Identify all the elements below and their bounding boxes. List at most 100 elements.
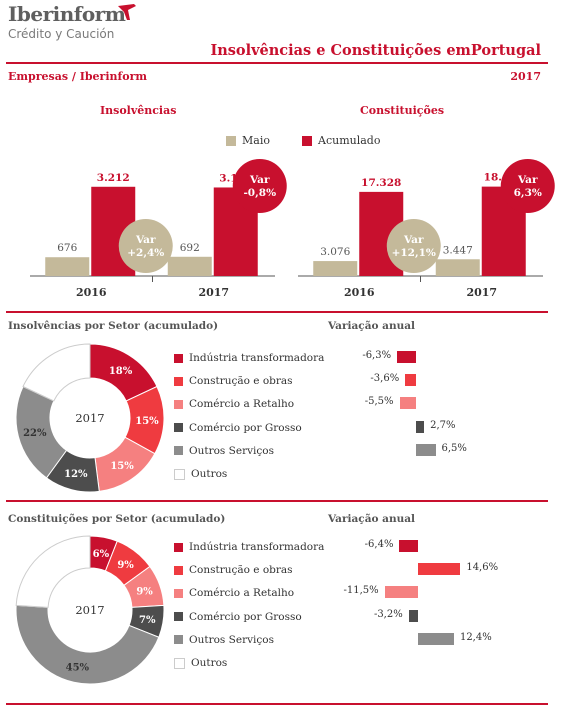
legend-construcao-e-obras: Construção e obras (174, 375, 293, 387)
bar-value-label: 3.212 (97, 172, 130, 184)
variation-bubble-text: Var (517, 174, 538, 186)
legend-label: Outros (191, 468, 228, 480)
bar-value-label: 3.447 (443, 244, 473, 256)
variation-bubble-text: Var (403, 234, 424, 246)
legend-swatch (174, 635, 183, 645)
variation-bubble (386, 219, 441, 273)
legend-comercio-a-retalho: Comércio a Retalho (174, 398, 294, 410)
donut-slice-label: 22% (23, 428, 47, 439)
donut-slice-label: 45% (66, 663, 90, 674)
legend-swatch (174, 542, 183, 552)
report-year: 2017 (510, 70, 541, 83)
variation-bubble-text: +12,1% (392, 247, 436, 259)
bar-maio-2016 (313, 261, 358, 276)
constituicoes-donut: 6% 9% 9% 7% 45% 2017 (15, 535, 165, 685)
donut-slice-label: 12% (64, 469, 88, 480)
variation-bubble (500, 159, 555, 213)
donut-center-label: 2017 (75, 411, 104, 425)
legend-industria-transformadora: Indústria transformadora (174, 352, 324, 364)
logo-plane-icon (118, 4, 136, 20)
bar-value-label: 692 (180, 242, 200, 254)
legend-label: Indústria transformadora (189, 541, 325, 553)
x-tick-label: 2017 (198, 286, 229, 299)
variation-bar-comercio-a-retalho (399, 397, 416, 410)
legend-outros: Outros (174, 468, 227, 480)
legend-label: Construção e obras (189, 375, 293, 388)
donut-slice-label: 15% (110, 461, 134, 472)
variation-bar-industria-transformadora (399, 540, 418, 552)
legend-label: Construção e obras (189, 564, 293, 577)
donut-slice-label: 6% (93, 549, 110, 560)
bar-value-label: 3.076 (320, 246, 350, 258)
donut-slice-outros (22, 343, 91, 402)
variation-bar-construcao-e-obras (405, 374, 416, 387)
legend-acumulado-swatch (302, 135, 312, 146)
insolvencias-chart-title: Insolvências (100, 104, 177, 117)
legend-comercio-a-retalho: Comércio a Retalho (174, 587, 294, 599)
legend-swatch (174, 657, 185, 669)
legend-comercio-por-grosso: Comércio por Grosso (174, 422, 302, 434)
variation-value-label: 2,7% (430, 419, 456, 431)
legend-label: Outros Serviços (189, 444, 274, 457)
source-label: Empresas / Iberinform (8, 70, 148, 83)
legend-label: Comércio a Retalho (189, 587, 295, 600)
legend-comercio-por-grosso: Comércio por Grosso (174, 611, 302, 623)
variation-bar-comercio-por-grosso (408, 609, 418, 622)
bar-value-label: 17.328 (361, 177, 401, 189)
variation-value-label: 14,6% (466, 562, 499, 574)
variation-bubble-text: Var (135, 234, 156, 246)
legend-label: Comércio por Grosso (189, 421, 302, 434)
variation-value-label: -5,5% (364, 396, 394, 408)
legend-outros-servicos: Outros Serviços (174, 634, 274, 646)
legend-industria-transformadora: Indústria transformadora (174, 541, 324, 553)
insolvencias-setor-title: Insolvências por Setor (acumulado) (8, 320, 219, 332)
variation-bubble-text: +2,4% (127, 247, 164, 259)
donut-slice-label: 18% (109, 366, 133, 377)
variation-bar-construcao-e-obras (418, 563, 461, 576)
bar-maio-2017 (435, 259, 480, 276)
variation-bar-outros-servicos (416, 443, 436, 456)
x-tick-label: 2016 (76, 286, 107, 299)
legend-outros-servicos: Outros Serviços (174, 445, 274, 457)
variation-value-label: -11,5% (343, 585, 379, 597)
legend-label: Outros (191, 657, 228, 669)
constituicoes-variacao-title: Variação anual (328, 513, 416, 525)
legend-swatch (174, 612, 183, 622)
legend-label: Indústria transformadora (189, 352, 325, 364)
legend-swatch (174, 565, 183, 575)
variation-bubble (232, 159, 287, 213)
legend-label: Comércio por Grosso (189, 610, 302, 623)
legend-swatch (174, 588, 183, 598)
legend-maio-label: Maio (242, 134, 270, 147)
logo-name: Iberinform (8, 2, 126, 26)
donut-slice-label: 15% (135, 416, 159, 427)
legend-swatch (174, 446, 183, 456)
legend-swatch (174, 468, 185, 480)
logo-subtitle: Crédito y Caución (8, 27, 115, 41)
donut-slice-label: 7% (139, 615, 156, 626)
legend-swatch (174, 399, 183, 409)
variation-bubble-text: -0,8% (243, 187, 276, 199)
variation-value-label: -6,4% (364, 539, 394, 550)
variation-value-label: -3,6% (370, 373, 400, 385)
section-rule-1 (6, 311, 548, 313)
legend-maio-swatch (226, 135, 236, 146)
bar-charts-area: 6763.21220166923.1872017Var+2,4%Var-0,8%… (30, 159, 555, 299)
variation-bar-comercio-por-grosso (416, 420, 425, 433)
donut-slice-label: 9% (117, 560, 134, 571)
constituicoes-bar-chart: 3.07617.32820163.44718.4132017Var+12,1%V… (298, 159, 555, 299)
variation-value-label: 6,5% (441, 442, 467, 454)
variation-bubble-text: 6,3% (514, 187, 542, 199)
constituicoes-setor-title: Constituições por Setor (acumulado) (8, 513, 226, 525)
donut-slice-label: 9% (136, 586, 153, 597)
variation-bar-comercio-a-retalho (384, 586, 418, 599)
variation-bubble-text: Var (249, 174, 270, 186)
legend-construcao-e-obras: Construção e obras (174, 564, 293, 576)
variation-bubble (118, 219, 173, 273)
donut-slice-outros-servicos (15, 604, 160, 685)
legend-swatch (174, 353, 183, 363)
bar-value-label: 676 (57, 242, 77, 254)
report-title: Insolvências e Constituições emPortugal (210, 42, 541, 59)
variation-value-label: -3,2% (373, 608, 403, 620)
